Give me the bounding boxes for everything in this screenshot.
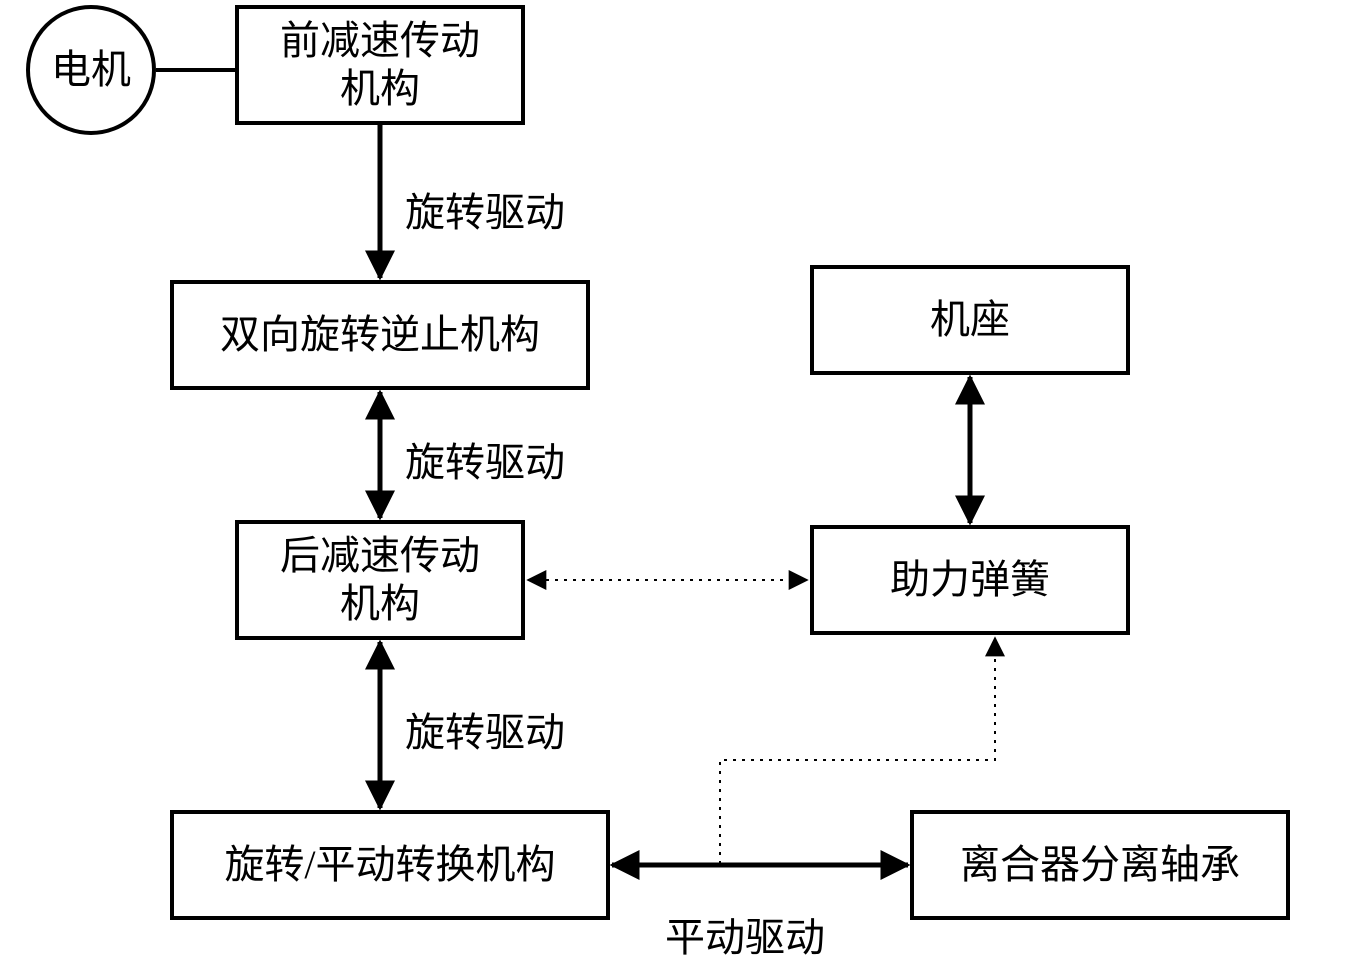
edge-label-rot-drive-2: 旋转驱动: [405, 430, 565, 488]
motor-node: 电机: [26, 5, 156, 135]
rot-trans-converter-label: 旋转/平动转换机构: [224, 841, 555, 889]
base-node: 机座: [810, 265, 1130, 375]
bidir-backstop-label: 双向旋转逆止机构: [220, 311, 540, 359]
front-reducer-node: 前减速传动 机构: [235, 5, 525, 125]
base-label: 机座: [930, 296, 1010, 344]
rear-reducer-node: 后减速传动 机构: [235, 520, 525, 640]
bidir-backstop-node: 双向旋转逆止机构: [170, 280, 590, 390]
motor-label: 电机: [51, 46, 131, 94]
booster-spring-label: 助力弹簧: [890, 556, 1050, 604]
rear-reducer-label: 后减速传动 机构: [280, 532, 480, 628]
release-bearing-label: 离合器分离轴承: [960, 841, 1240, 889]
edge-label-rot-drive-3: 旋转驱动: [405, 700, 565, 758]
booster-spring-node: 助力弹簧: [810, 525, 1130, 635]
edge-label-trans-drive: 平动驱动: [665, 905, 825, 963]
release-bearing-node: 离合器分离轴承: [910, 810, 1290, 920]
rot-trans-converter-node: 旋转/平动转换机构: [170, 810, 610, 920]
front-reducer-label: 前减速传动 机构: [280, 17, 480, 113]
edge-label-rot-drive-1: 旋转驱动: [405, 180, 565, 238]
